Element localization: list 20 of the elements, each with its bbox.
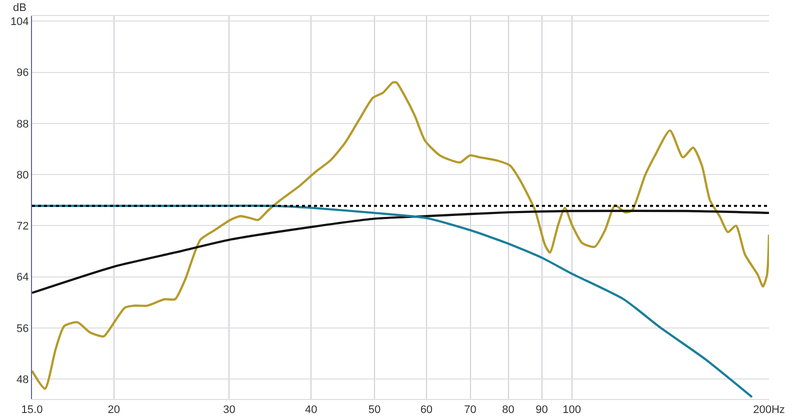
x-tick-label: 50 (368, 404, 381, 416)
x-tick-label: 60 (420, 404, 433, 416)
x-tick-label: 20 (108, 404, 120, 416)
y-tick-label: 56 (16, 322, 29, 335)
x-tick-label: 40 (304, 404, 318, 416)
y-tick-label: 48 (16, 374, 29, 386)
x-tick-label: 70 (464, 404, 476, 416)
y-tick-label: 80 (16, 169, 29, 182)
y-tick-label: 96 (16, 67, 29, 80)
x-tick-label: 200Hz (753, 404, 785, 416)
x-tick-label: 80 (502, 404, 514, 416)
y-axis-title: dB (13, 2, 26, 14)
y-tick-label: 104 (10, 16, 29, 28)
x-tick-label: 15.0 (21, 404, 43, 416)
y-tick-label: 88 (16, 118, 29, 130)
y-tick-label: 64 (16, 272, 29, 284)
y-tick-label: 72 (16, 220, 29, 233)
x-tick-label: 100 (562, 404, 581, 416)
x-tick-label: 30 (223, 404, 236, 416)
x-tick-label: 90 (536, 404, 548, 416)
